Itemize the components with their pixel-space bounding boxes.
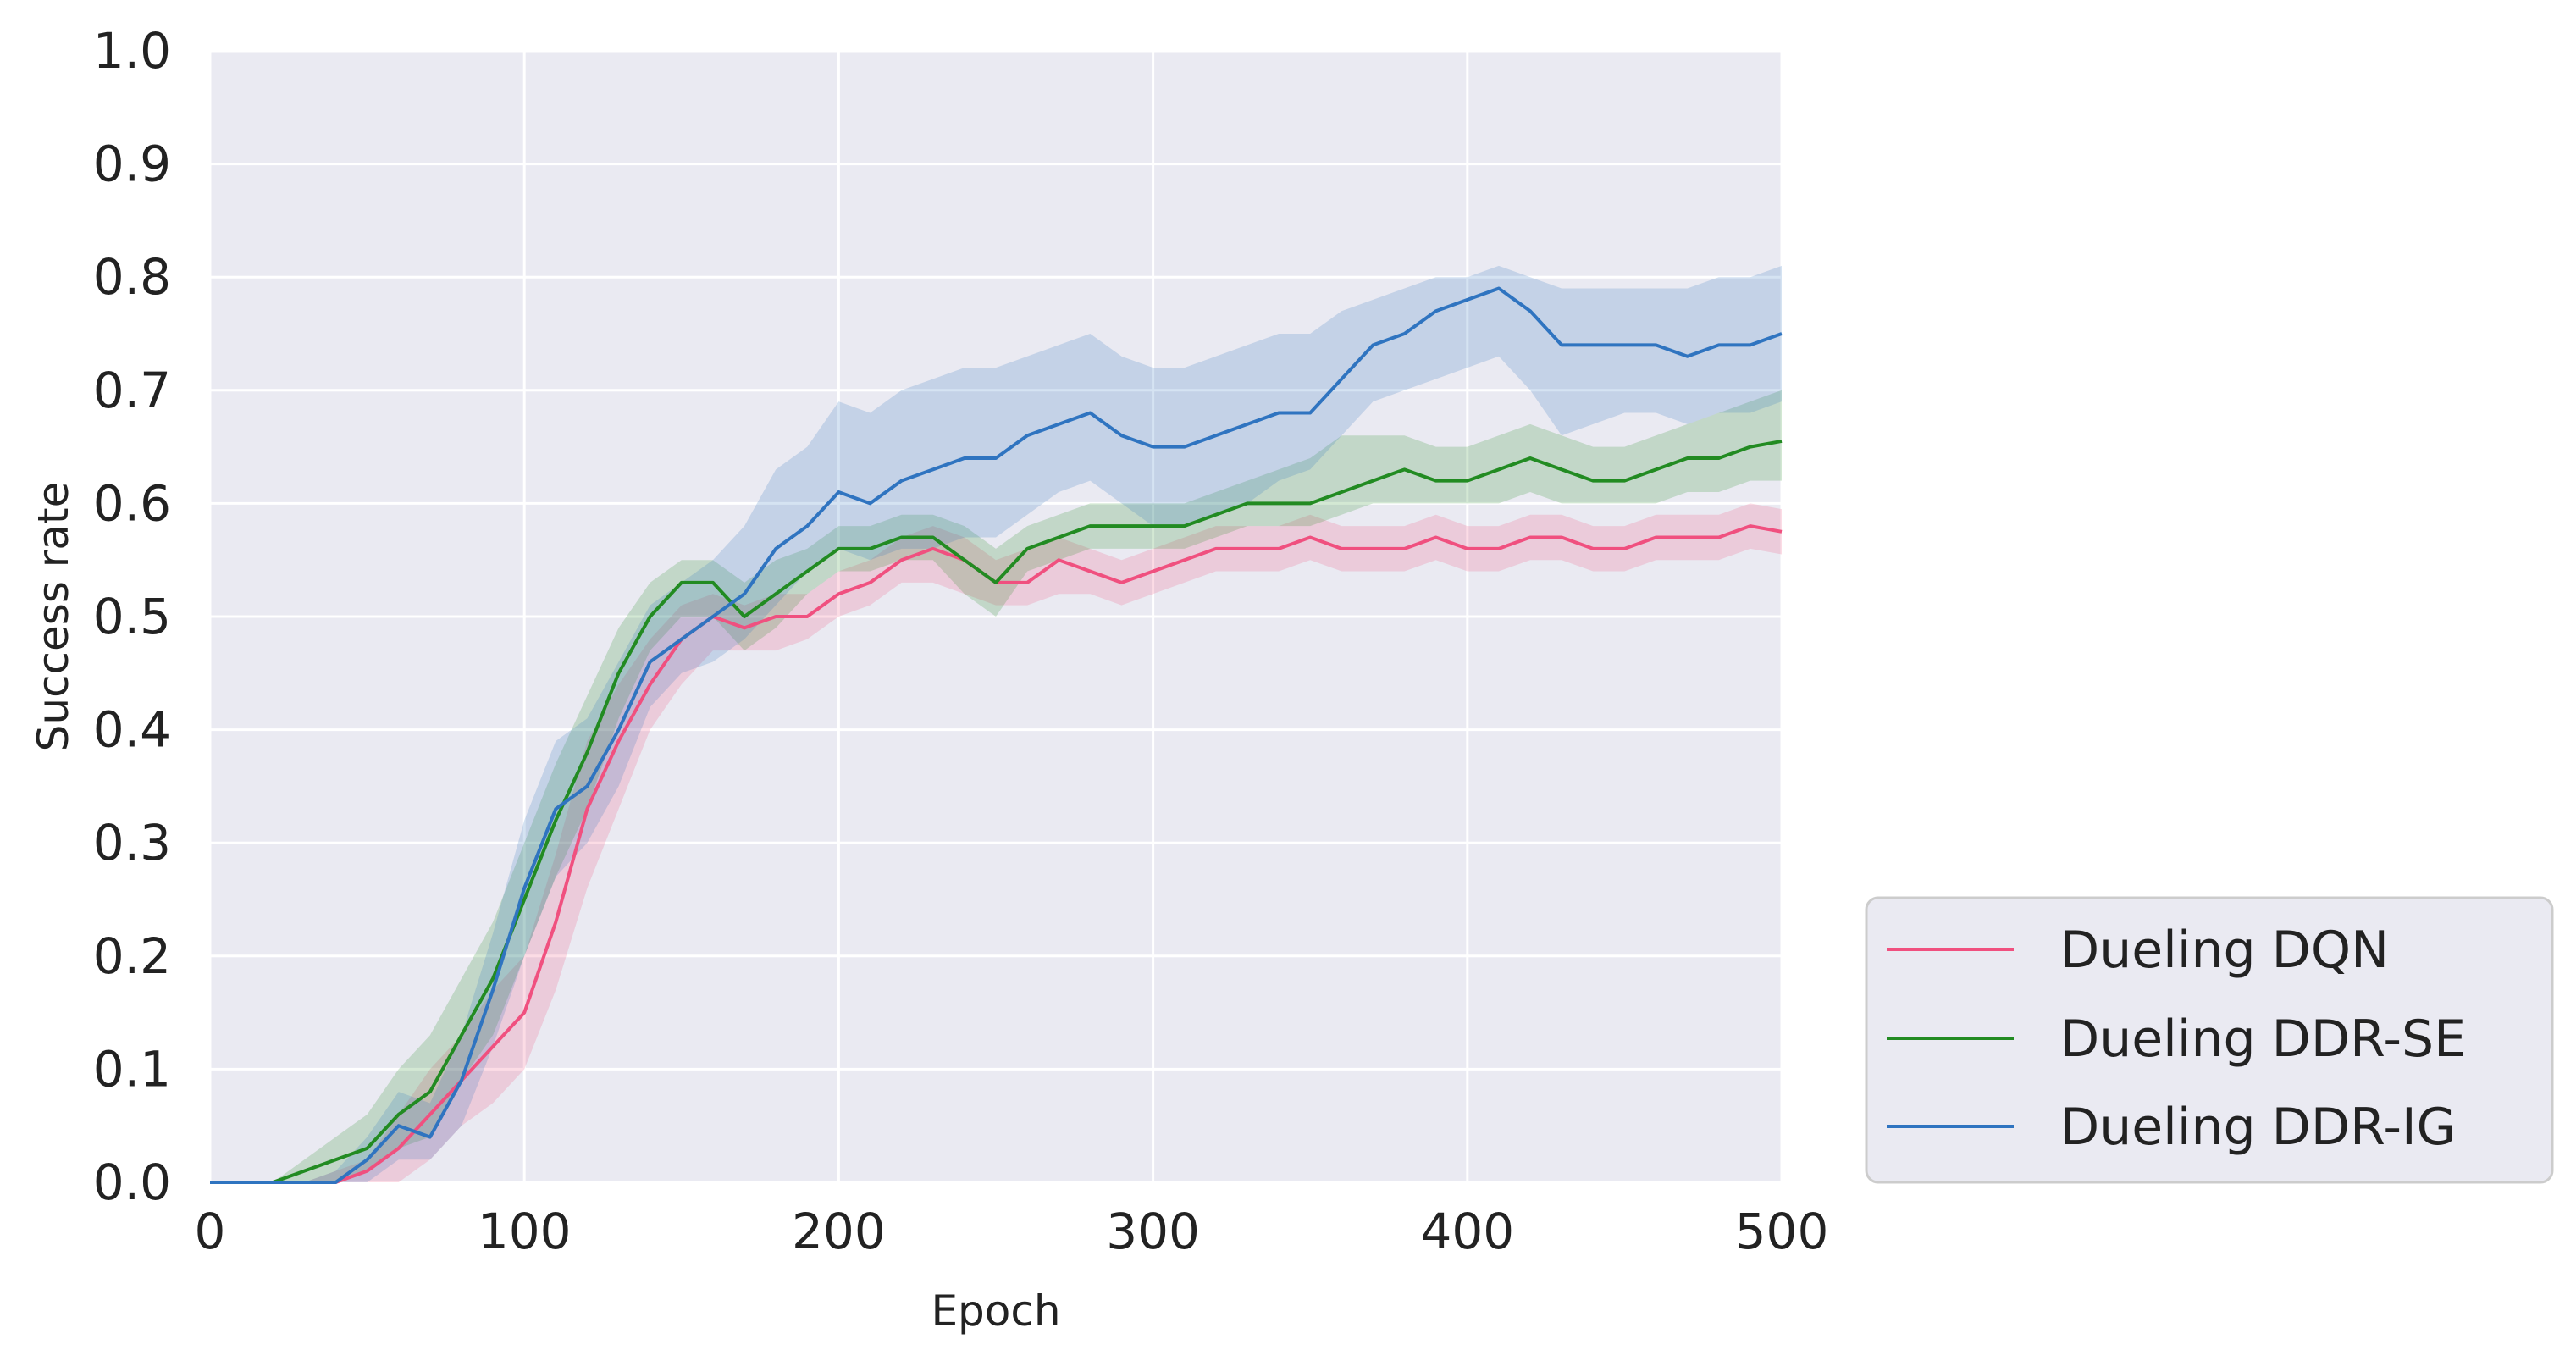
- series-lines: [210, 286, 1783, 1184]
- y-tick-label: 0.8: [93, 248, 171, 306]
- y-tick-label: 0.1: [93, 1040, 171, 1098]
- confidence-bands: [210, 265, 1782, 1183]
- legend-label-dueling-ddr-ig: Dueling DDR-IG: [2060, 1098, 2456, 1157]
- y-tick-label: 0.9: [93, 136, 171, 193]
- line-dueling-ddr-se: [210, 439, 1783, 1184]
- y-tick-label: 1.0: [93, 22, 171, 80]
- y-tick-label: 0.6: [93, 474, 171, 532]
- y-tick-labels: 0.0 0.1 0.2 0.3 0.4 0.5 0.6 0.7 0.8 0.9 1.0: [93, 22, 171, 1211]
- x-tick-label: 200: [792, 1203, 886, 1260]
- legend-label-dueling-ddr-se: Dueling DDR-SE: [2060, 1010, 2466, 1069]
- y-tick-label: 0.4: [93, 701, 171, 759]
- line-dueling-dqn: [210, 524, 1783, 1184]
- legend-box: [1865, 896, 2554, 1184]
- band-dueling-ddr-se: [210, 390, 1782, 1182]
- y-tick-label: 0.5: [93, 588, 171, 645]
- y-tick-label: 0.7: [93, 362, 171, 419]
- x-tick-label: 100: [478, 1203, 572, 1260]
- x-tick-label: 0: [195, 1203, 226, 1260]
- x-tick-label: 400: [1420, 1203, 1514, 1260]
- legend: Dueling DQN Dueling DDR-SE Dueling DDR-I…: [1865, 896, 2554, 1184]
- band-dueling-ddr-ig: [210, 265, 1782, 1183]
- x-axis-label: Epoch: [931, 1286, 1060, 1336]
- y-tick-label: 0.2: [93, 927, 171, 985]
- y-axis-label: Success rate: [29, 482, 78, 752]
- line-dueling-ddr-ig: [210, 286, 1783, 1184]
- y-tick-label: 0.0: [93, 1154, 171, 1211]
- y-tick-label: 0.3: [93, 814, 171, 871]
- x-tick-labels: 0 100 200 300 400 500: [195, 1203, 1829, 1260]
- legend-label-dueling-dqn: Dueling DQN: [2060, 921, 2389, 980]
- x-tick-label: 500: [1735, 1203, 1829, 1260]
- x-tick-label: 300: [1106, 1203, 1200, 1260]
- band-dueling-dqn: [210, 503, 1782, 1182]
